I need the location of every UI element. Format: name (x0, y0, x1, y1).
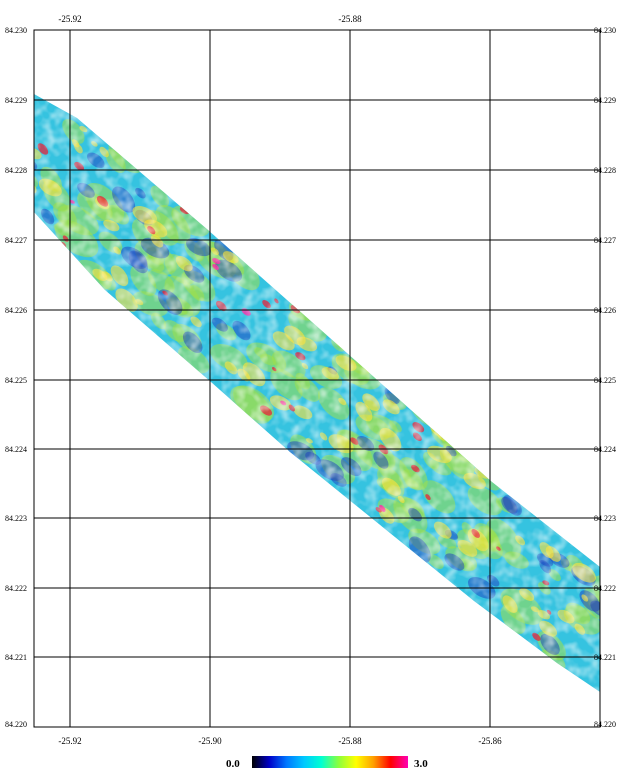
left-label: 84.228 (5, 166, 27, 175)
left-label: 84.220 (5, 720, 27, 729)
swath-texture-patch (0, 184, 25, 213)
colorbar: 0.0 3.0 (226, 756, 428, 770)
right-label: 84.220 (594, 720, 616, 729)
top-label: -25.88 (338, 14, 362, 24)
bottom-axis-labels: -25.92 -25.90 -25.88 -25.86 (58, 736, 502, 746)
swath-texture-patch (397, 389, 407, 396)
left-label: 84.222 (5, 584, 27, 593)
left-label: 84.230 (5, 26, 27, 35)
swath-texture-patch (5, 190, 15, 200)
left-axis-labels: 84.230 84.229 84.228 84.227 84.226 84.22… (5, 26, 27, 729)
colorbar-min-label: 0.0 (226, 758, 240, 770)
left-label: 84.224 (5, 445, 27, 454)
left-label: 84.223 (5, 514, 27, 523)
swath-texture-patch (609, 570, 620, 581)
swath-texture-patch (12, 190, 25, 201)
right-axis-labels: 84.230 84.229 84.228 84.227 84.226 84.22… (594, 26, 616, 729)
bottom-label: -25.88 (338, 736, 362, 746)
left-label: 84.221 (5, 653, 27, 662)
top-axis-labels: -25.92 -25.88 (58, 14, 362, 24)
bottom-label: -25.86 (478, 736, 502, 746)
right-label: 84.230 (594, 26, 616, 35)
right-label: 84.221 (594, 653, 616, 662)
right-label: 84.229 (594, 96, 616, 105)
right-label: 84.222 (594, 584, 616, 593)
grid (33, 29, 601, 728)
swath-texture-patch (606, 563, 623, 586)
colorbar-gradient (252, 756, 408, 768)
left-label: 84.227 (5, 236, 27, 245)
right-label: 84.223 (594, 514, 616, 523)
right-label: 84.227 (594, 236, 616, 245)
bottom-label: -25.92 (58, 736, 81, 746)
bottom-label: -25.90 (198, 736, 222, 746)
left-label: 84.226 (5, 306, 27, 315)
left-label: 84.225 (5, 376, 27, 385)
left-label: 84.229 (5, 96, 27, 105)
top-label: -25.92 (58, 14, 81, 24)
right-label: 84.224 (594, 445, 616, 454)
right-label: 84.228 (594, 166, 616, 175)
right-label: 84.225 (594, 376, 616, 385)
map-frame (33, 29, 601, 728)
right-label: 84.226 (594, 306, 616, 315)
colorbar-max-label: 3.0 (414, 758, 428, 770)
